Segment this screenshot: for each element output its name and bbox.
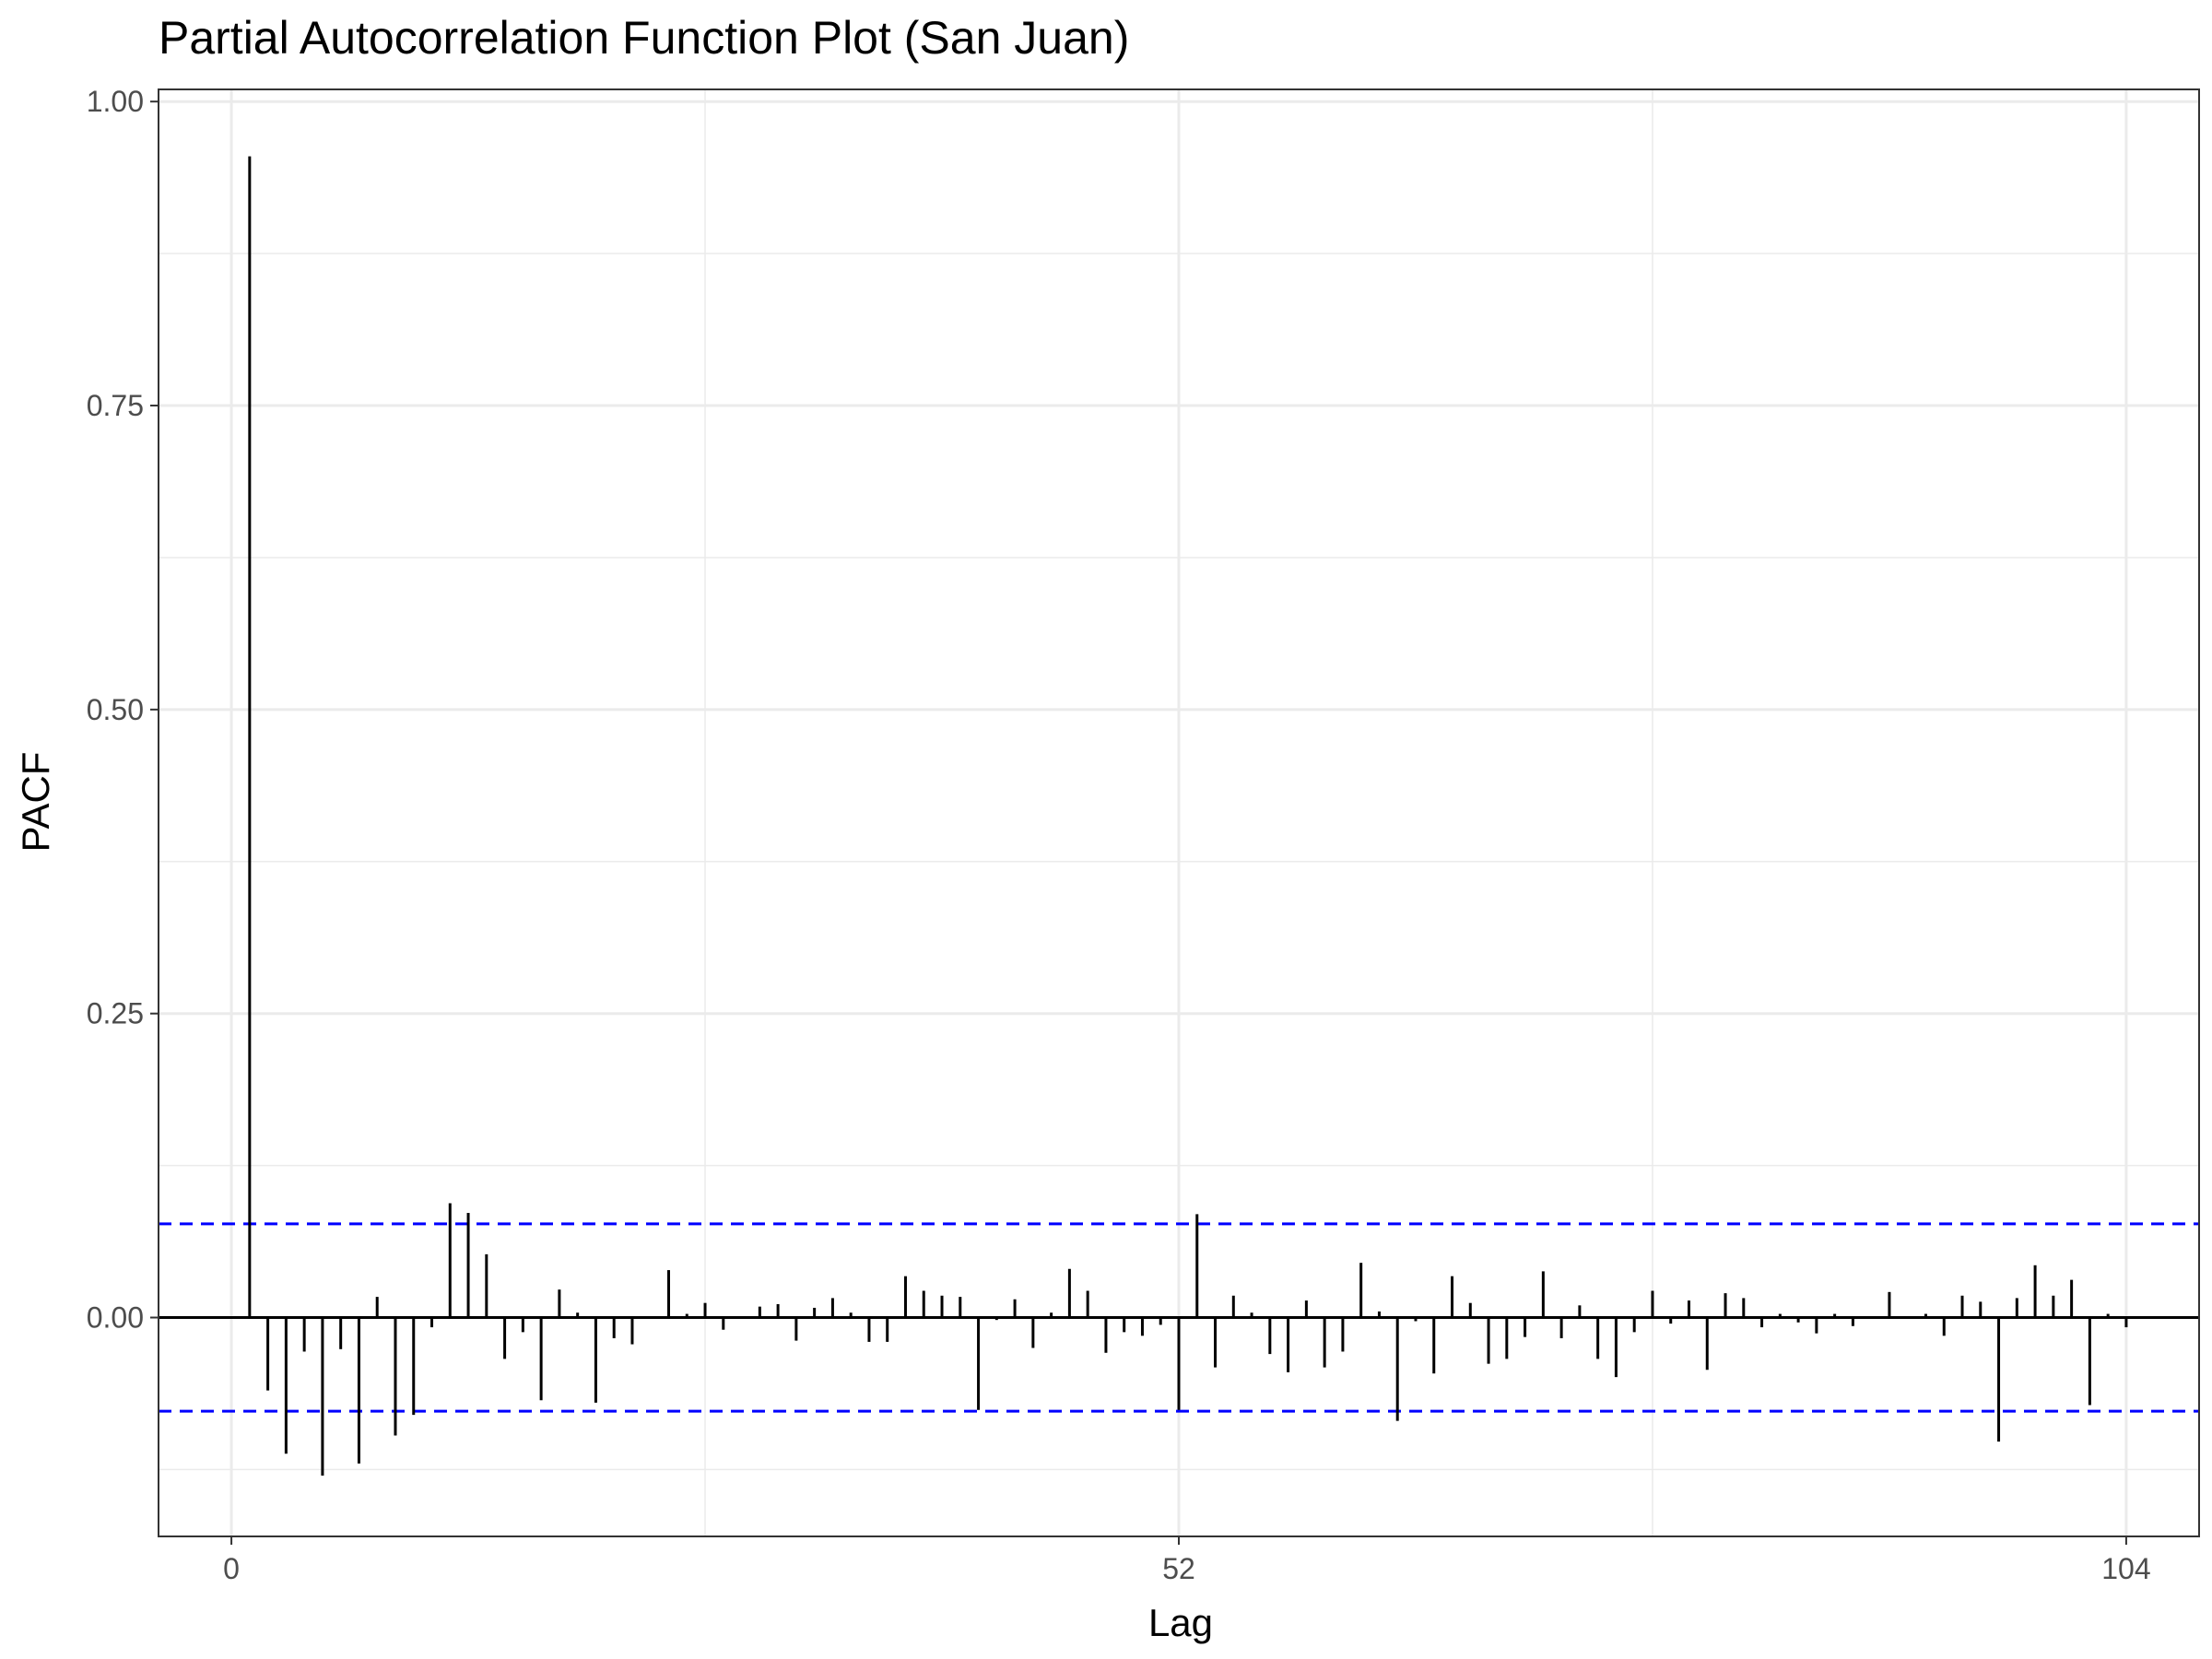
y-tick-label: 1.00 xyxy=(87,85,144,118)
y-tick-label: 0.25 xyxy=(87,997,144,1030)
grid-lines xyxy=(159,89,2199,1536)
y-tick-label: 0.75 xyxy=(87,389,144,422)
x-axis-title: Lag xyxy=(1148,1601,1213,1644)
y-tick-label: 0.00 xyxy=(87,1301,144,1335)
pacf-bars xyxy=(248,156,2128,1477)
y-tick-label: 0.50 xyxy=(87,693,144,726)
y-axis-title: PACF xyxy=(14,752,57,853)
confidence-bounds xyxy=(159,1222,2199,1413)
x-tick-label: 52 xyxy=(1162,1552,1195,1585)
y-axis: 0.00 0.25 0.50 0.75 1.00 xyxy=(87,85,159,1335)
x-tick-label: 0 xyxy=(223,1552,240,1585)
x-tick-label: 104 xyxy=(2101,1552,2150,1585)
chart-title: Partial Autocorrelation Function Plot (S… xyxy=(159,12,1129,64)
x-axis: 0 52 104 xyxy=(223,1536,2151,1585)
